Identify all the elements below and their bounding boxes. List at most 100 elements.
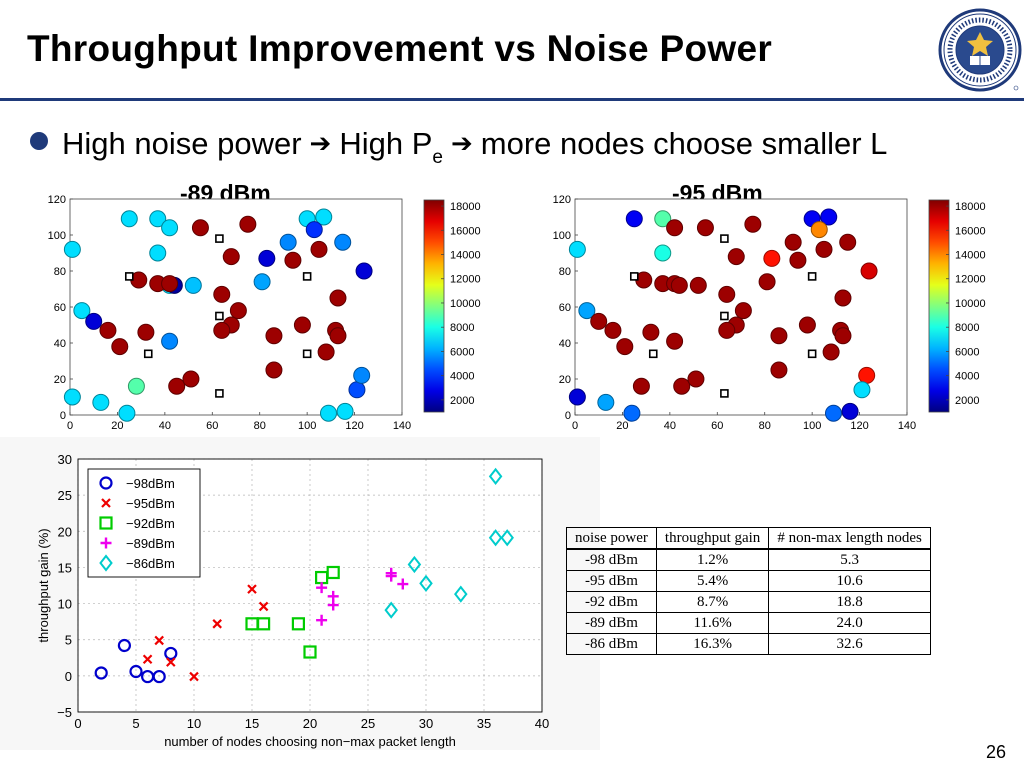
table-header-cell: noise power bbox=[566, 527, 657, 550]
colorbar-tick-label: 12000 bbox=[955, 274, 986, 286]
access-point-marker bbox=[302, 272, 312, 281]
x-tick-label: 60 bbox=[711, 420, 723, 432]
node-point bbox=[604, 321, 622, 339]
node-point bbox=[334, 233, 352, 251]
right-arrow-icon: ➔ bbox=[309, 128, 332, 158]
data-point bbox=[142, 654, 153, 665]
y-tick-label: −5 bbox=[57, 705, 72, 720]
x-tick-label: 100 bbox=[298, 420, 316, 432]
y-tick-label: 30 bbox=[58, 452, 72, 467]
bullet-text-part1: High noise power bbox=[62, 126, 302, 161]
y-tick-label: 0 bbox=[65, 669, 72, 684]
access-point-marker bbox=[215, 389, 224, 398]
node-point bbox=[182, 370, 200, 388]
node-point bbox=[161, 332, 179, 350]
colorbar-tick-label: 18000 bbox=[450, 201, 481, 213]
node-point bbox=[642, 323, 660, 341]
node-point bbox=[853, 381, 871, 399]
colorbar-tick-label: 16000 bbox=[955, 225, 986, 237]
colorbar bbox=[928, 199, 950, 413]
node-point bbox=[329, 327, 347, 345]
data-point bbox=[316, 614, 328, 626]
node-point bbox=[253, 273, 271, 291]
node-point bbox=[763, 249, 781, 267]
node-point bbox=[670, 276, 688, 294]
node-point bbox=[258, 249, 276, 267]
data-point bbox=[247, 584, 257, 594]
table-cell: 18.8 bbox=[768, 591, 931, 613]
table-cell: 32.6 bbox=[768, 633, 931, 655]
colorbar-tick-label: 2000 bbox=[955, 395, 979, 407]
y-tick-label: 120 bbox=[553, 194, 571, 206]
university-seal-logo bbox=[938, 8, 1022, 92]
access-point-marker bbox=[807, 349, 817, 359]
colorbar-tick-label: 10000 bbox=[450, 298, 481, 310]
legend-label: −89dBm bbox=[126, 536, 175, 551]
access-point-marker bbox=[720, 389, 729, 398]
x-tick-label: 0 bbox=[74, 716, 81, 731]
node-point bbox=[689, 276, 707, 294]
node-point bbox=[824, 404, 842, 422]
legend-marker bbox=[99, 554, 113, 572]
data-point bbox=[384, 601, 398, 619]
node-point bbox=[841, 402, 859, 420]
node-point bbox=[834, 289, 852, 307]
x-tick-label: 40 bbox=[159, 420, 171, 432]
data-point bbox=[397, 578, 409, 590]
y-tick-label: 60 bbox=[559, 302, 571, 314]
colorbar-tick-label: 6000 bbox=[955, 346, 979, 358]
node-point bbox=[839, 233, 857, 251]
x-tick-label: 120 bbox=[345, 420, 363, 432]
table-cell: 11.6% bbox=[655, 612, 770, 634]
y-tick-label: 100 bbox=[553, 230, 571, 242]
x-tick-label: 80 bbox=[254, 420, 266, 432]
node-point bbox=[820, 208, 838, 226]
data-point bbox=[303, 645, 317, 659]
y-tick-label: 60 bbox=[54, 302, 66, 314]
table-row: -95 dBm 5.4% 10.6 bbox=[566, 570, 931, 592]
node-point bbox=[191, 219, 209, 237]
legend-label: −98dBm bbox=[126, 476, 175, 491]
node-point bbox=[744, 215, 762, 233]
colorbar-tick-label: 16000 bbox=[450, 225, 481, 237]
node-point bbox=[578, 302, 596, 320]
y-tick-label: 20 bbox=[559, 374, 571, 386]
node-map-left: 0 20 40 60 80 100 120 140 120 100 80 60 40 20 0 18000 16… bbox=[48, 194, 481, 432]
legend-marker bbox=[101, 498, 111, 508]
colorbar-tick-label: 12000 bbox=[450, 274, 481, 286]
node-point bbox=[336, 402, 354, 420]
table-row: -86 dBm 16.3% 32.6 bbox=[566, 633, 931, 655]
x-axis-label: number of nodes choosing non−max packet … bbox=[164, 734, 456, 749]
table-cell: -95 dBm bbox=[566, 570, 657, 592]
node-point bbox=[858, 366, 876, 384]
table-cell: 1.2% bbox=[655, 548, 770, 571]
node-point bbox=[127, 377, 145, 395]
access-point-marker bbox=[215, 234, 224, 243]
node-point bbox=[718, 285, 736, 303]
colorbar-tick-label: 4000 bbox=[955, 371, 979, 383]
y-tick-label: 15 bbox=[58, 560, 72, 575]
x-tick-label: 15 bbox=[245, 716, 259, 731]
access-point-marker bbox=[302, 349, 312, 359]
data-point bbox=[407, 555, 422, 574]
colorbar bbox=[423, 199, 445, 413]
node-point bbox=[213, 321, 231, 339]
node-point bbox=[673, 377, 691, 395]
node-point bbox=[353, 366, 371, 384]
data-point bbox=[454, 585, 468, 603]
colorbar-tick-label: 14000 bbox=[955, 250, 986, 262]
colorbar-tick-label: 8000 bbox=[955, 322, 979, 334]
colorbar-tick-label: 18000 bbox=[955, 201, 986, 213]
node-point bbox=[120, 210, 138, 228]
legend-marker bbox=[99, 516, 113, 530]
x-tick-label: 120 bbox=[850, 420, 868, 432]
node-point bbox=[99, 321, 117, 339]
data-point bbox=[500, 529, 514, 547]
legend-label: −95dBm bbox=[126, 496, 175, 511]
node-point bbox=[265, 327, 283, 345]
node-point bbox=[293, 316, 311, 334]
node-point bbox=[63, 240, 81, 258]
x-tick-label: 30 bbox=[419, 716, 433, 731]
